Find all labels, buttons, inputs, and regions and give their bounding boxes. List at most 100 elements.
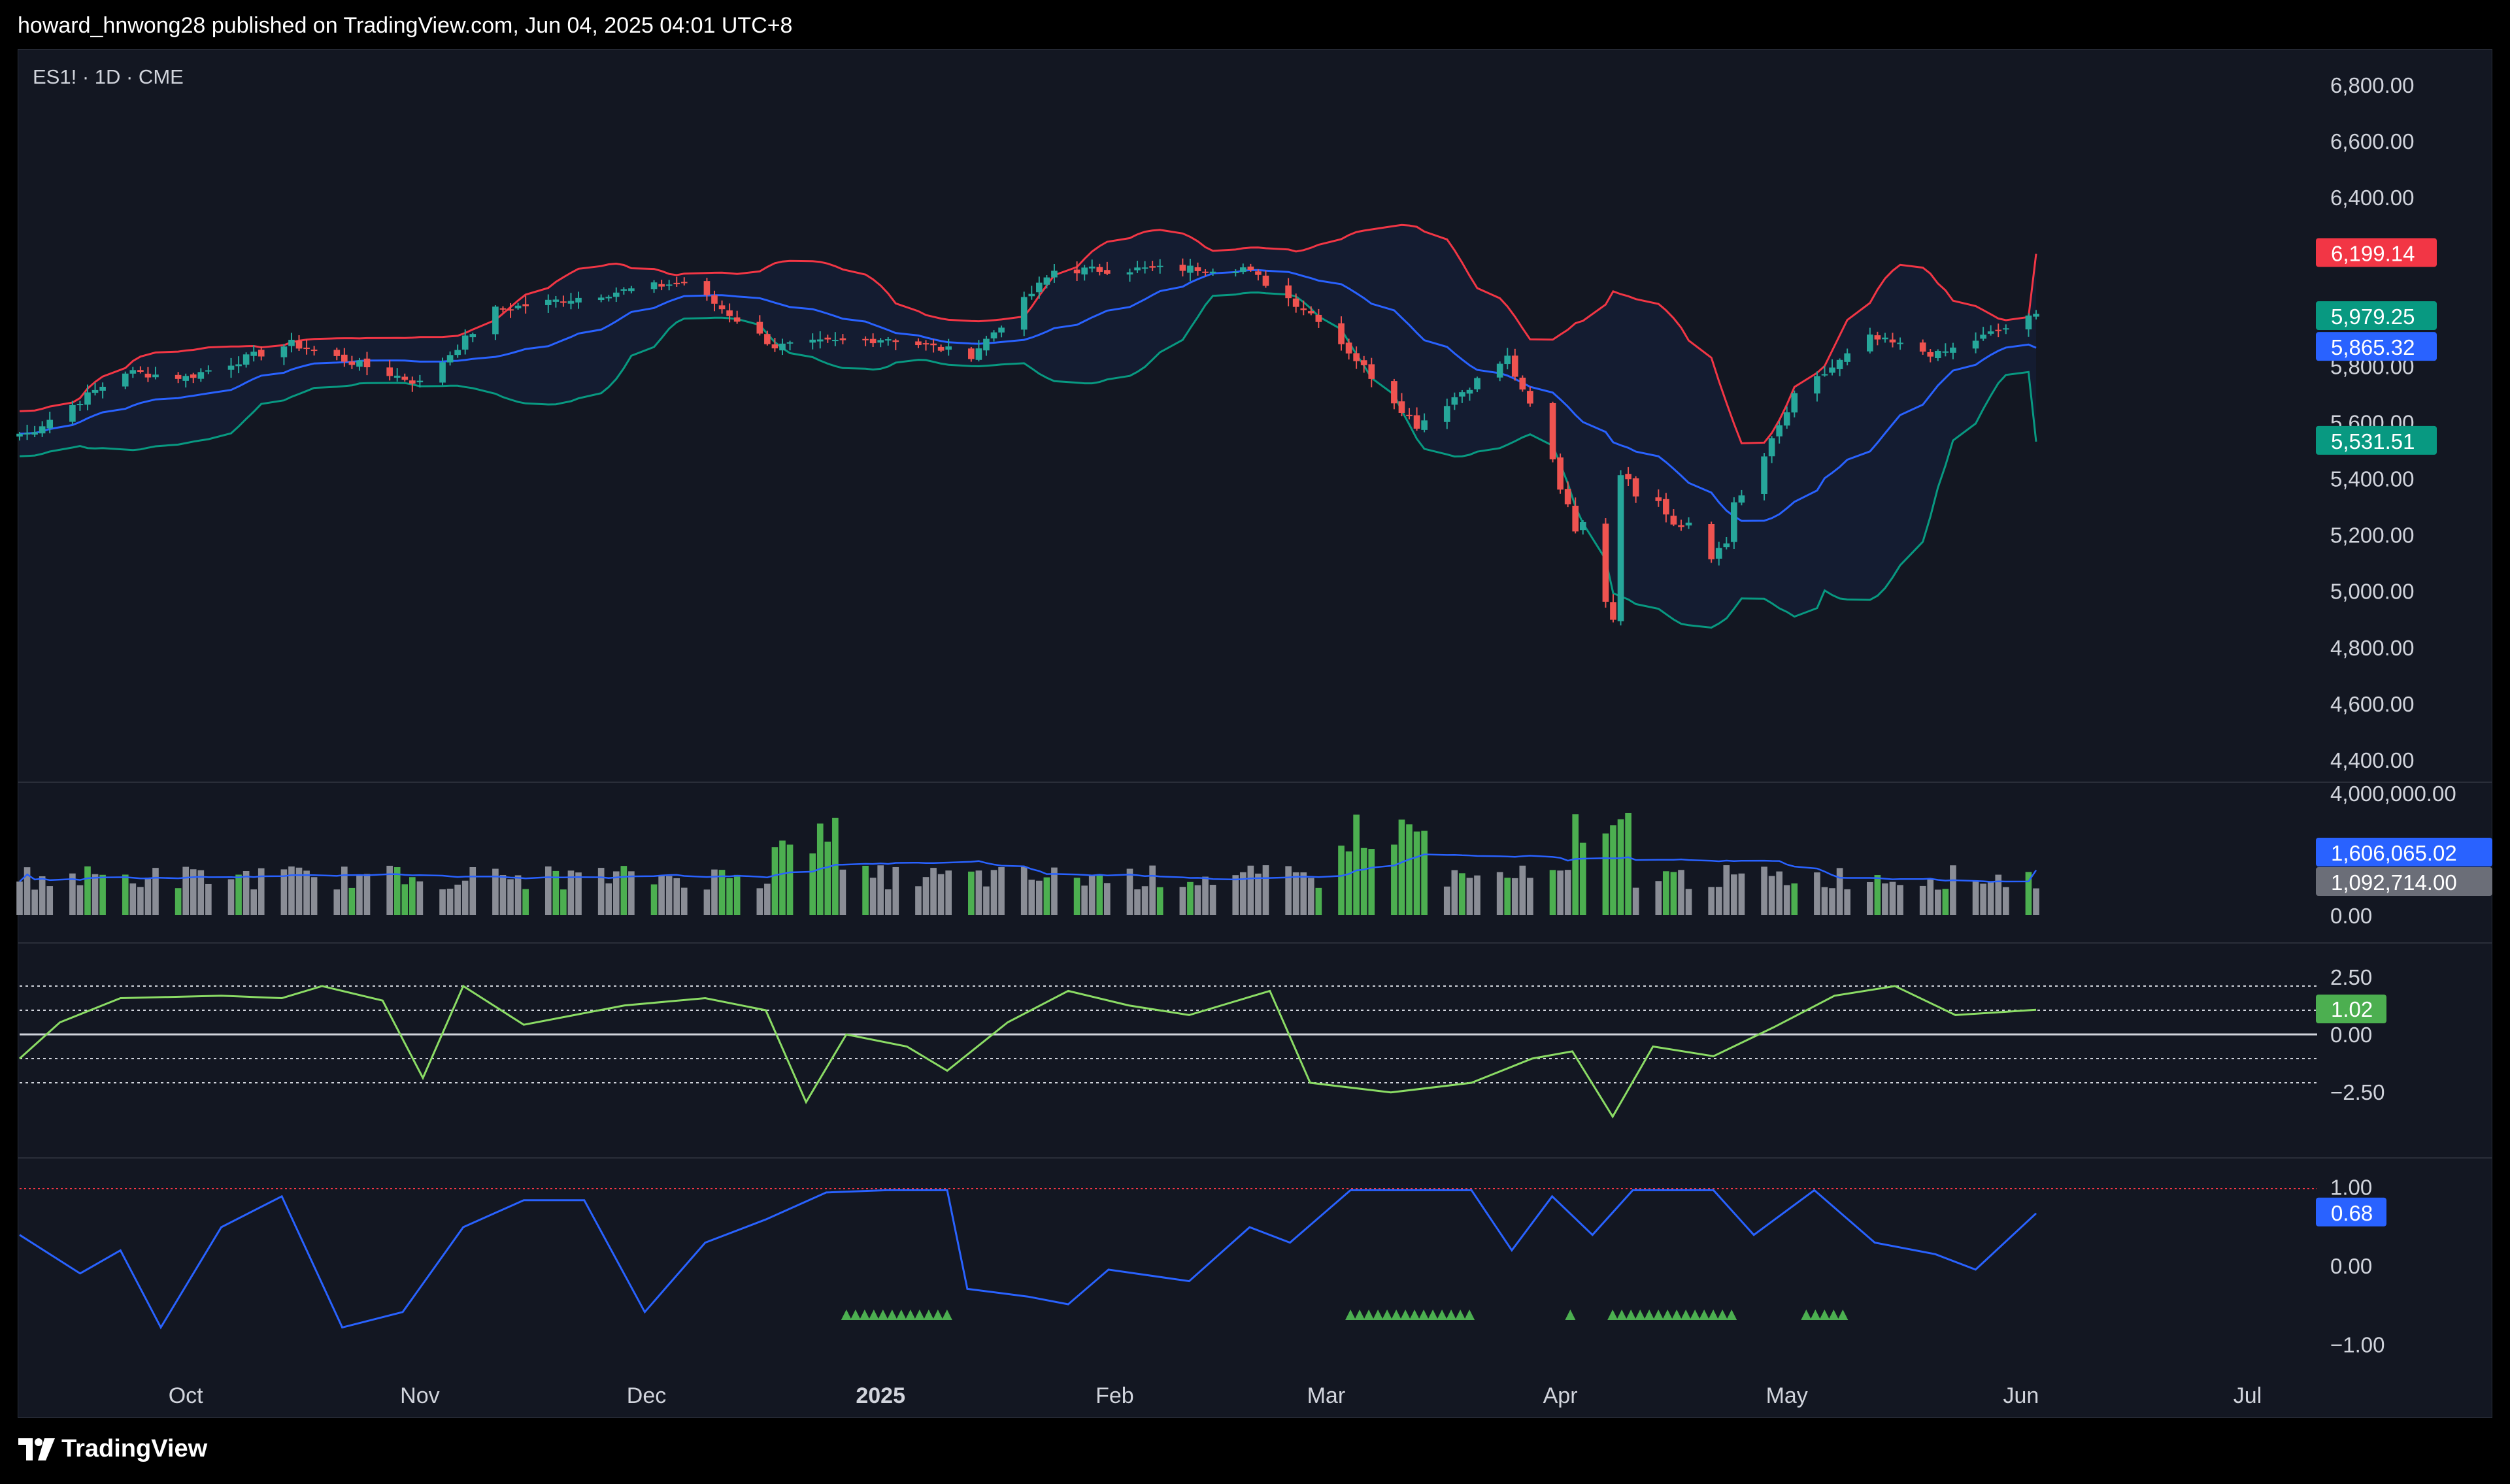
candle-body bbox=[1791, 393, 1798, 413]
candle-body bbox=[1829, 367, 1835, 373]
volume-bar bbox=[356, 875, 363, 915]
volume-bar bbox=[1421, 831, 1428, 915]
volume-bar bbox=[1670, 872, 1677, 915]
candle-body bbox=[1655, 497, 1662, 501]
volume-bar bbox=[771, 847, 778, 915]
candle-body bbox=[1882, 337, 1888, 340]
signal-triangle bbox=[841, 1310, 852, 1320]
candle-body bbox=[1776, 425, 1782, 437]
volume-bar bbox=[393, 867, 401, 915]
signal-triangle bbox=[1699, 1310, 1710, 1320]
candle-body bbox=[1987, 331, 1994, 334]
signal-triangle bbox=[859, 1310, 870, 1320]
oscillator-tag-bg bbox=[2316, 995, 2386, 1023]
candle-body bbox=[650, 282, 658, 289]
candle-body bbox=[182, 376, 190, 381]
volume-bar bbox=[680, 887, 688, 915]
volume-bar bbox=[1602, 833, 1609, 915]
candle-body bbox=[1459, 392, 1465, 397]
tradingview-logo[interactable]: TradingView bbox=[18, 1435, 207, 1463]
volume-bar bbox=[1315, 887, 1322, 915]
chart-frame[interactable] bbox=[18, 49, 2492, 1418]
candle-body bbox=[1678, 525, 1684, 527]
candle-body bbox=[454, 350, 461, 355]
candle-body bbox=[76, 404, 84, 406]
candle-body bbox=[1557, 457, 1564, 490]
header-bar: howard_hnwong28 published on TradingView… bbox=[0, 0, 2510, 52]
volume-bar bbox=[862, 865, 869, 915]
normalized-tick-label: 1.00 bbox=[2330, 1176, 2372, 1200]
time-axis-label: Dec bbox=[627, 1383, 666, 1408]
candle-body bbox=[1247, 266, 1254, 271]
candle-body bbox=[1149, 266, 1156, 268]
candle-body bbox=[975, 348, 982, 360]
volume-bar bbox=[99, 874, 106, 915]
signal-triangle bbox=[1662, 1310, 1673, 1320]
volume-bar bbox=[243, 870, 250, 915]
candle-body bbox=[968, 348, 975, 359]
volume-bar bbox=[24, 867, 31, 915]
candle-body bbox=[295, 340, 303, 349]
volume-bar bbox=[363, 874, 371, 915]
volume-bar bbox=[1209, 885, 1216, 915]
candle-body bbox=[1504, 355, 1511, 365]
candle-body bbox=[1209, 271, 1216, 274]
candle-body bbox=[1421, 420, 1428, 430]
candle-body bbox=[1255, 271, 1262, 275]
volume-bar bbox=[703, 889, 711, 915]
volume-bar bbox=[1036, 880, 1043, 915]
volume-bar bbox=[84, 866, 91, 915]
signal-triangle bbox=[1653, 1310, 1664, 1320]
volume-bar bbox=[1723, 865, 1730, 915]
signal-triangle bbox=[1801, 1310, 1812, 1320]
candle-body bbox=[1413, 415, 1420, 429]
volume-bar bbox=[1451, 870, 1458, 915]
signal-triangle bbox=[1437, 1310, 1448, 1320]
last-price-tag: 5,979.25 bbox=[2331, 305, 2415, 329]
volume-bar bbox=[1202, 876, 1209, 915]
candle-body bbox=[839, 338, 846, 340]
candle-body bbox=[243, 354, 250, 365]
volume-bar bbox=[1527, 878, 1533, 915]
volume-bar bbox=[983, 886, 990, 915]
candle-body bbox=[1338, 323, 1345, 344]
volume-bar bbox=[658, 875, 665, 915]
volume-bar bbox=[628, 871, 635, 915]
volume-bar bbox=[567, 870, 575, 915]
volume-bar bbox=[1685, 889, 1692, 915]
candle-body bbox=[809, 339, 816, 343]
volume-bar bbox=[1549, 870, 1556, 915]
symbol-label[interactable]: ES1! · 1D · CME bbox=[33, 65, 184, 88]
candle-body bbox=[1391, 381, 1397, 404]
candle-body bbox=[1972, 340, 1979, 349]
time-axis-label: 2025 bbox=[856, 1383, 905, 1408]
signal-triangle bbox=[905, 1310, 916, 1320]
volume-bar bbox=[1443, 886, 1450, 915]
candle-body bbox=[983, 338, 990, 351]
signal-triangle bbox=[1428, 1310, 1439, 1320]
volume-bar bbox=[197, 870, 205, 915]
pane-dividers bbox=[18, 782, 2492, 1159]
candle-body bbox=[1663, 499, 1669, 515]
candle-body bbox=[922, 343, 929, 345]
signal-triangle bbox=[1391, 1310, 1402, 1320]
candle-body bbox=[1315, 314, 1322, 322]
volume-bar bbox=[295, 867, 303, 915]
candle-body bbox=[779, 343, 786, 351]
signal-triangle bbox=[1810, 1310, 1821, 1320]
candle-body bbox=[665, 284, 673, 286]
volume-bar bbox=[1360, 848, 1367, 915]
volume-bar bbox=[786, 844, 794, 915]
candle-body bbox=[363, 358, 371, 368]
volume-bar bbox=[1715, 887, 1722, 915]
price-tick-label: 6,600.00 bbox=[2330, 129, 2414, 154]
upper-band-tag-bg bbox=[2316, 238, 2437, 267]
volume-bar bbox=[76, 885, 84, 915]
volume-bar bbox=[1942, 889, 1949, 915]
volume-bar bbox=[1081, 885, 1088, 915]
signal-triangle bbox=[932, 1310, 943, 1320]
signal-triangle bbox=[914, 1310, 925, 1320]
volume-bar bbox=[1511, 878, 1518, 915]
candle-body bbox=[1610, 602, 1616, 620]
